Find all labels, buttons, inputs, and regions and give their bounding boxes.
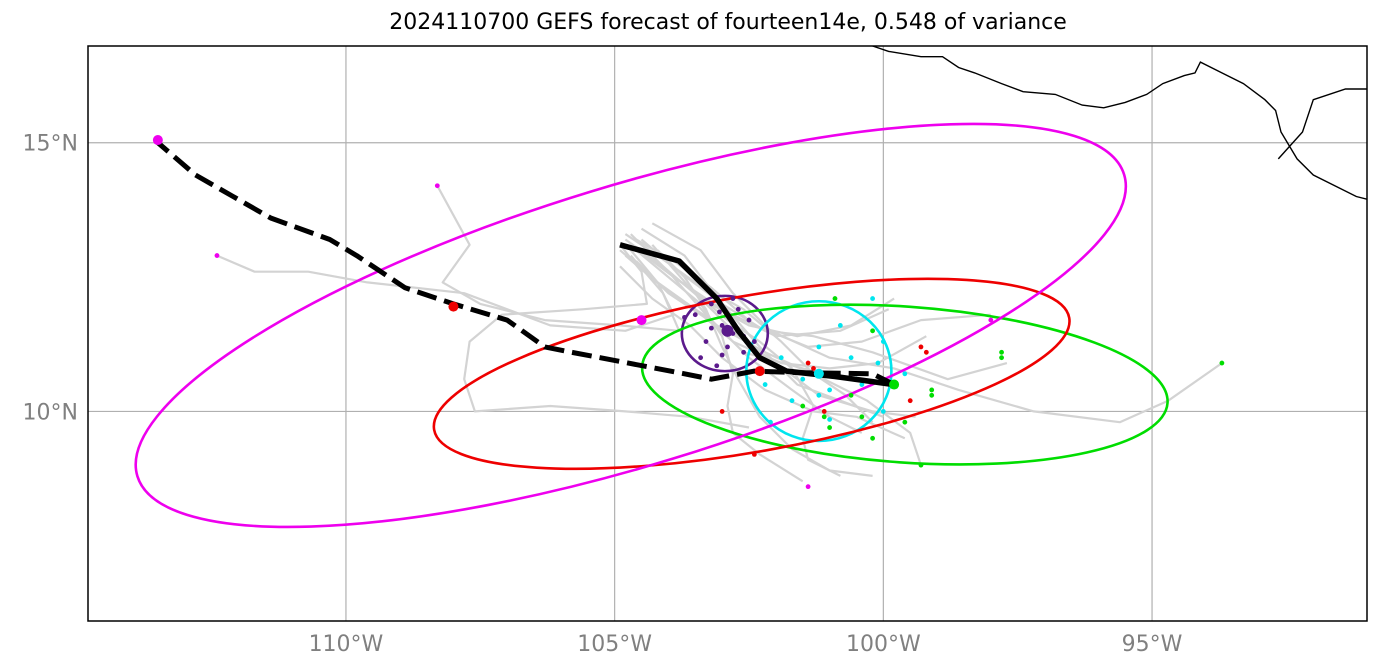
purple-member-point [751,339,757,344]
purple-member-point [719,352,725,358]
green-member-point [848,392,854,398]
red-member-point [805,360,811,366]
plot-area [134,46,1367,529]
magenta-member-point [434,183,440,189]
red-member-point [907,398,913,404]
green-member-point [929,387,935,393]
magenta-member-point [805,484,811,490]
green-member-point [929,392,935,398]
cyan-member-point [768,419,773,425]
purple-member-point [692,312,698,318]
red-ellipse [432,277,1071,471]
cyan-forecast-marker [813,368,824,379]
purple-member-point [735,306,741,312]
axis-ticks: 110°W 105°W 100°W 95°W 15°N 10°N [23,132,1183,657]
cyan-member-point [827,417,833,422]
purple-member-point [717,309,722,315]
purple-member-point [698,355,704,361]
magenta-forecast-marker [636,315,647,326]
member-track [624,238,895,338]
lon-tick-label: 105°W [577,632,652,657]
cyan-member-point [902,371,908,377]
green-member-point [870,328,875,334]
cyan-member-point [762,382,768,387]
green-member-point [800,403,806,409]
lat-tick-label: 15°N [23,132,78,157]
coastline [872,46,1367,200]
member-track [635,260,923,466]
cyan-member-point [880,409,886,414]
green-member-point [999,355,1004,361]
member-track [635,249,804,483]
red-member-point [923,349,929,355]
red-member-point [918,344,924,350]
green-member-point [999,349,1004,355]
red-forecast-marker [448,301,459,312]
purple-ellipse [680,294,770,373]
red-member-point [751,452,757,457]
ensemble-mean-track [156,140,896,388]
cyan-member-point [848,355,854,361]
cyan-member-point [789,398,795,404]
purple-member-point [730,296,736,301]
cyan-member-point [778,355,784,361]
uncertainty-ellipses [134,122,1169,529]
border-line [1277,88,1367,160]
member-track [463,244,750,429]
green-ellipse [640,303,1169,466]
green-member-point [827,425,833,430]
magenta-member-point [988,317,994,323]
lat-tick-label: 10°N [23,400,78,425]
member-track [651,222,1223,424]
cyan-member-point [816,392,822,398]
lon-tick-label: 100°W [846,632,921,657]
purple-member-point [725,344,730,350]
purple-member-point [708,325,714,331]
coastline-line [872,46,1367,200]
red-member-point [719,409,725,414]
purple-member-point [714,363,720,369]
purple-forecast-marker [721,324,734,337]
magenta-member-point [214,253,220,258]
purple-member-point [682,314,687,320]
plot-frame [87,45,1368,622]
green-forecast-marker [889,379,900,390]
green-member-point [902,419,908,425]
green-member-point [859,414,865,420]
red-member-point [811,366,816,371]
red-member-point [821,409,827,414]
cyan-member-point [827,387,833,393]
cyan-member-point [859,382,865,387]
green-member-point [832,296,838,301]
magenta-forecast-marker [152,135,163,146]
magenta-ellipse [134,122,1128,529]
green-member-point [870,435,875,441]
red-forecast-marker [754,366,765,377]
green-member-point [918,462,924,468]
purple-member-point [703,339,709,344]
green-member-point [1219,360,1225,366]
cyan-member-point [870,296,875,301]
purple-member-point [741,349,747,355]
lon-tick-label: 95°W [1122,632,1183,657]
member-track [436,185,681,332]
mean-track-solid [619,242,895,388]
member-track [651,244,841,477]
green-member-point [821,414,827,420]
cyan-member-point [880,339,886,344]
purple-member-point [746,317,752,323]
cyan-member-point [875,360,881,366]
purple-member-point [708,301,714,307]
cyan-member-point [800,376,806,382]
cyan-member-point [837,323,843,328]
mean-track-dashed [156,140,896,387]
forecast-markers [152,135,900,390]
lon-tick-label: 110°W [309,632,384,657]
chart-title: 2024110700 GEFS forecast of fourteen14e,… [389,10,1067,35]
cyan-member-point [816,344,822,350]
